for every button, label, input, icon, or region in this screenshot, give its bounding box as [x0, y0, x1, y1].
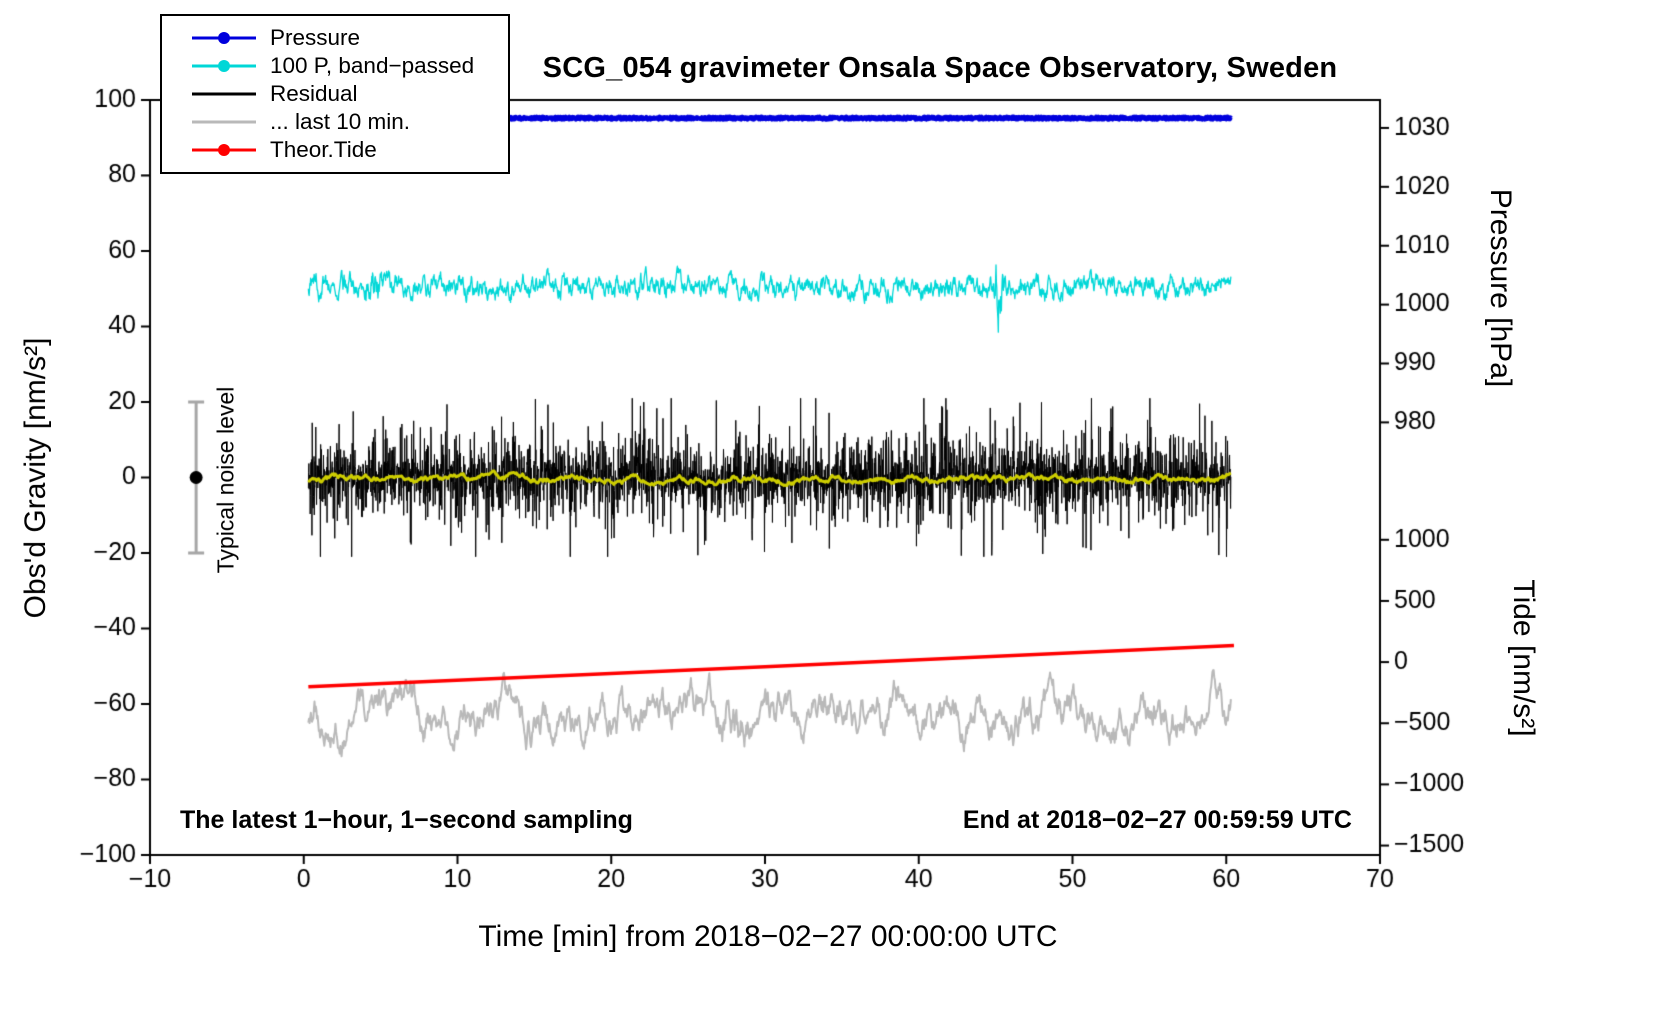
legend-label: Pressure [270, 25, 361, 50]
legend-item: Pressure [162, 24, 508, 52]
legend-label: ... last 10 min. [270, 109, 411, 134]
legend-line-marker-icon [192, 87, 256, 101]
legend-line-marker-icon [192, 31, 256, 45]
legend-item: 100 P, band−passed [162, 52, 508, 80]
sampling-note: The latest 1−hour, 1−second sampling [180, 806, 633, 834]
legend-label: Residual [270, 81, 358, 106]
y-axis-label-gravity: Obs'd Gravity [nm/s²] [19, 337, 52, 619]
end-time-note: End at 2018−02−27 00:59:59 UTC [962, 806, 1352, 834]
noise-level-label: Typical noise level [212, 386, 239, 574]
legend-item: ... last 10 min. [162, 108, 508, 136]
y-axis-label-pressure: Pressure [hPa] [1484, 188, 1517, 388]
legend-item: Residual [162, 80, 508, 108]
legend-item: Theor.Tide [162, 136, 508, 164]
chart-legend: Pressure 100 P, band−passed Residual ... la… [160, 14, 510, 174]
legend-label: 100 P, band−passed [270, 53, 475, 78]
chart-title: SCG_054 gravimeter Onsala Space Observat… [542, 52, 1338, 84]
legend-line-marker-icon [192, 143, 256, 157]
legend-line-marker-icon [192, 59, 256, 73]
y-axis-label-tide: Tide [nm/s²] [1507, 579, 1540, 737]
x-axis-label: Time [min] from 2018−02−27 00:00:00 UTC [478, 920, 1058, 953]
legend-line-marker-icon [192, 115, 256, 129]
legend-label: Theor.Tide [270, 137, 377, 162]
